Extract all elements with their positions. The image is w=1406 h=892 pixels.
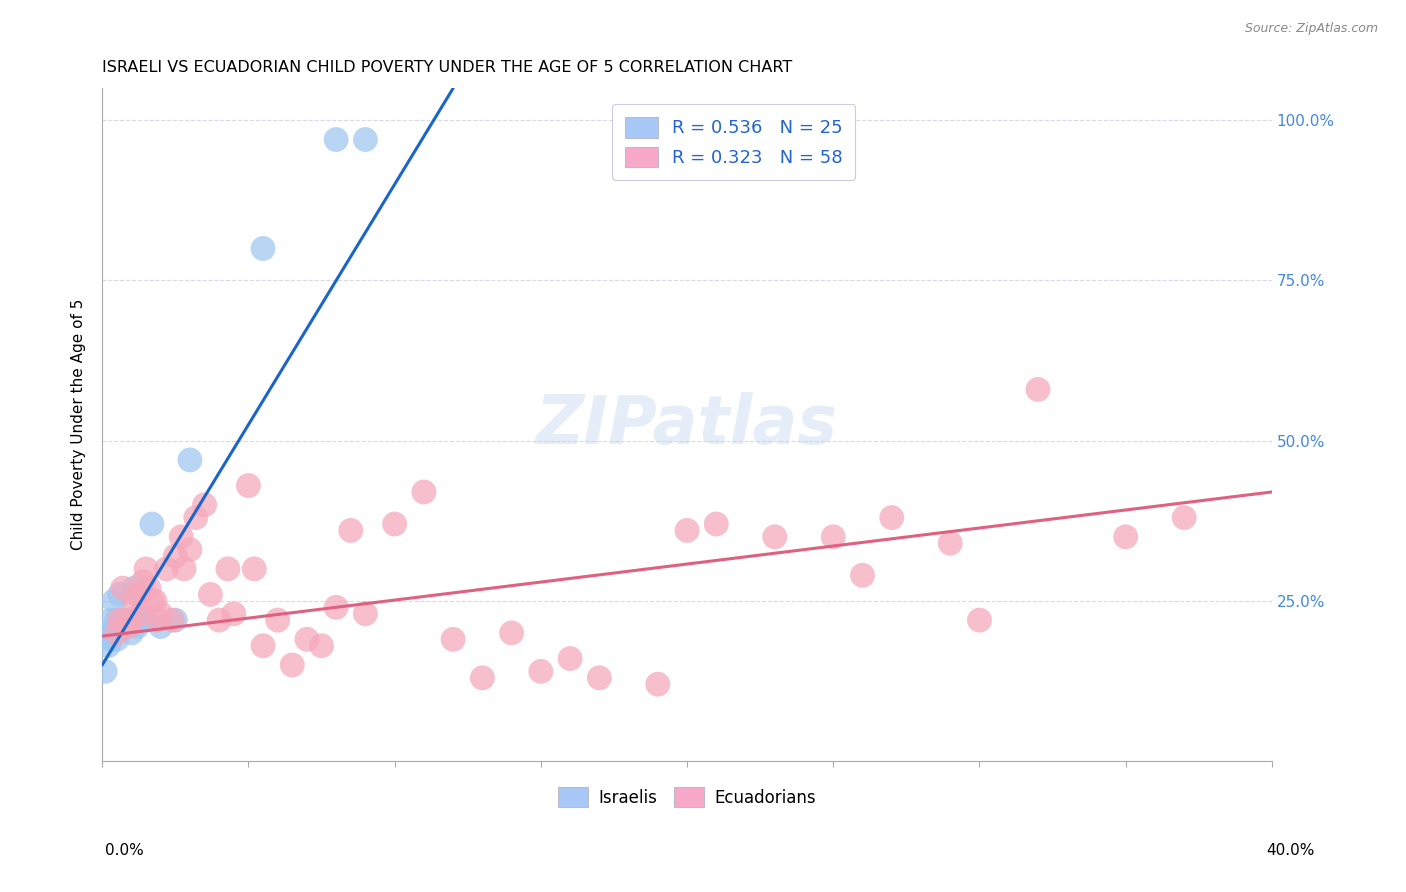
Point (193, 498, 215, 512)
Point (149, 607, 172, 621)
Point (108, 613, 131, 627)
Point (501, 626, 523, 640)
Point (588, 671, 610, 685)
Point (127, 619, 149, 633)
Point (558, 651, 581, 665)
Point (103, 626, 125, 640)
Point (266, 613, 288, 627)
Point (117, 613, 139, 627)
Point (243, 562, 266, 576)
Point (162, 613, 184, 627)
Point (124, 594, 146, 608)
Point (1115, 530, 1137, 544)
Point (120, 626, 142, 640)
Point (530, 665, 553, 679)
Point (170, 530, 193, 544)
Point (100, 613, 122, 627)
Point (105, 632, 128, 647)
Point (354, 132, 377, 146)
Point (105, 613, 128, 627)
Point (384, 516, 406, 531)
Point (132, 574, 155, 589)
Point (135, 562, 157, 576)
Point (117, 619, 139, 633)
Point (184, 510, 207, 524)
Point (823, 530, 845, 544)
Point (281, 657, 304, 672)
Point (120, 613, 142, 627)
Point (124, 581, 146, 595)
Point (138, 581, 160, 595)
Point (114, 619, 136, 633)
Legend: Israelis, Ecuadorians: Israelis, Ecuadorians (551, 780, 823, 814)
Point (311, 639, 333, 653)
Point (325, 600, 347, 615)
Point (97, 626, 120, 640)
Text: 0.0%: 0.0% (105, 843, 145, 858)
Point (969, 613, 991, 627)
Point (222, 607, 245, 621)
Point (141, 516, 163, 531)
Point (129, 607, 152, 621)
Point (252, 242, 274, 256)
Point (851, 568, 873, 582)
Point (129, 613, 152, 627)
Point (880, 510, 903, 524)
Point (676, 524, 699, 538)
Point (217, 562, 239, 576)
Point (325, 132, 347, 146)
Point (135, 613, 157, 627)
Point (412, 485, 434, 500)
Point (143, 594, 166, 608)
Text: Source: ZipAtlas.com: Source: ZipAtlas.com (1244, 22, 1378, 36)
Point (97, 639, 120, 653)
Point (146, 613, 169, 627)
Point (1173, 510, 1195, 524)
Point (763, 530, 786, 544)
Point (103, 594, 125, 608)
Text: ISRAELI VS ECUADORIAN CHILD POVERTY UNDER THE AGE OF 5 CORRELATION CHART: ISRAELI VS ECUADORIAN CHILD POVERTY UNDE… (103, 60, 793, 75)
Point (111, 613, 134, 627)
Text: 40.0%: 40.0% (1267, 843, 1315, 858)
Point (208, 613, 231, 627)
Point (441, 632, 464, 647)
Point (94, 665, 117, 679)
Point (704, 516, 727, 531)
Point (149, 619, 172, 633)
Point (100, 632, 122, 647)
Point (471, 671, 494, 685)
Point (165, 549, 187, 563)
Point (114, 613, 136, 627)
Point (105, 626, 128, 640)
Point (354, 607, 377, 621)
Point (127, 587, 149, 601)
Text: ZIPatlas: ZIPatlas (536, 392, 838, 458)
Point (141, 594, 163, 608)
Point (179, 542, 201, 557)
Point (165, 613, 187, 627)
Point (108, 587, 131, 601)
Point (939, 536, 962, 550)
Point (111, 581, 134, 595)
Point (200, 587, 222, 601)
Point (173, 562, 195, 576)
Point (155, 562, 177, 576)
Y-axis label: Child Poverty Under the Age of 5: Child Poverty Under the Age of 5 (72, 299, 86, 550)
Point (1026, 383, 1049, 397)
Point (238, 478, 260, 492)
Point (252, 639, 274, 653)
Point (295, 632, 318, 647)
Point (339, 524, 361, 538)
Point (179, 453, 201, 467)
Point (647, 677, 669, 691)
